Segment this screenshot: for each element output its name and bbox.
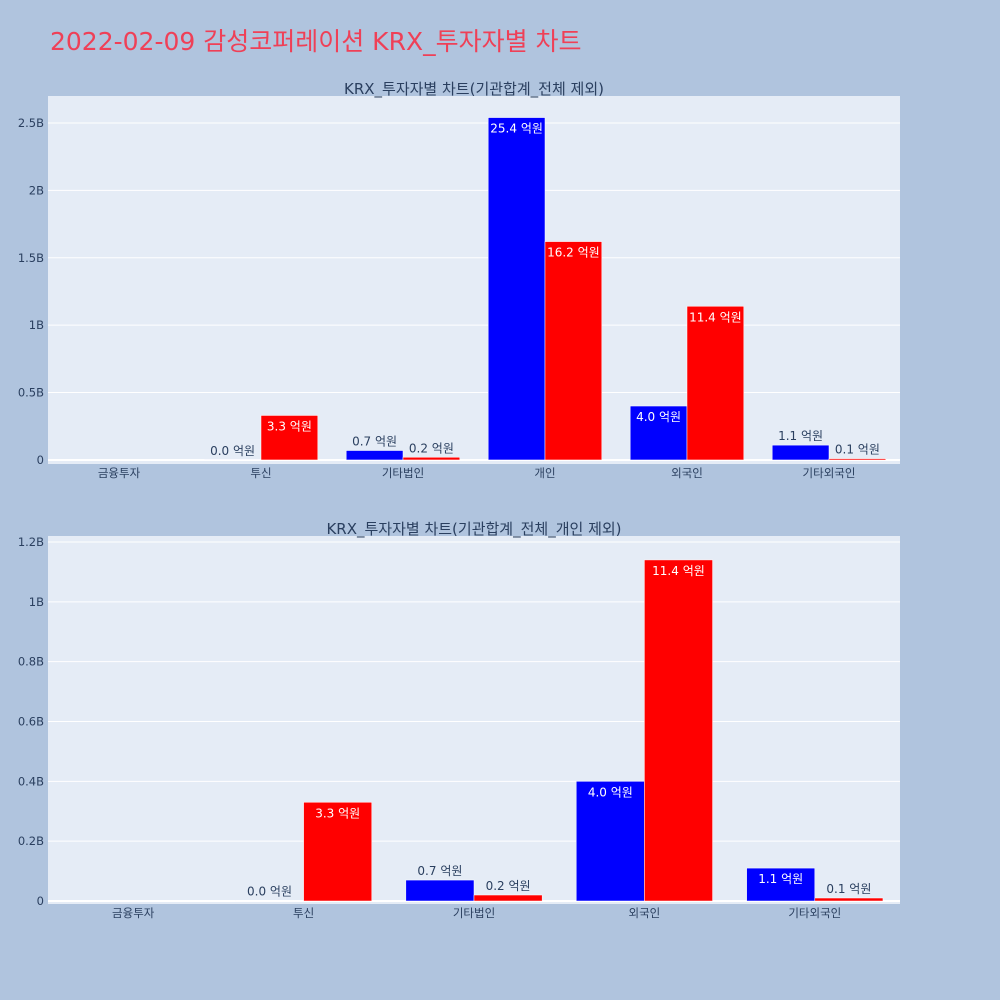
x-tick-label: 투신 <box>250 466 271 480</box>
data-label: 0.1 억원 <box>826 882 871 896</box>
data-label: 0.0 억원 <box>247 885 292 899</box>
bar-buy <box>746 867 816 902</box>
y-tick-label: 1B <box>29 595 44 609</box>
data-label: 11.4 억원 <box>689 310 742 324</box>
bar-sell <box>303 802 373 902</box>
chart-title-2: KRX_투자자별 차트(기관합계_전체_개인 제외) <box>326 520 621 539</box>
data-label: 16.2 억원 <box>547 246 600 260</box>
plot-area-1 <box>48 96 900 464</box>
page-title: 2022-02-09 감성코퍼레이션 KRX_투자자별 차트 <box>50 27 582 56</box>
y-tick-label: 0 <box>37 453 44 467</box>
bar-sell <box>402 457 461 461</box>
x-tick-label: 금융투자 <box>98 466 141 480</box>
data-label: 0.1 억원 <box>835 443 880 457</box>
bar-buy <box>487 117 546 461</box>
y-tick-label: 0.5B <box>18 386 44 400</box>
plot-area-2 <box>48 536 900 904</box>
y-tick-label: 0.8B <box>18 655 44 669</box>
bar-sell <box>814 897 884 902</box>
y-tick-label: 2B <box>29 183 44 197</box>
data-label: 0.2 억원 <box>486 879 531 893</box>
y-tick-label: 0.6B <box>18 714 44 728</box>
data-label: 3.3 억원 <box>315 806 360 820</box>
bar-buy <box>345 450 404 461</box>
bar-sell <box>644 559 713 902</box>
data-label: 0.0 억원 <box>210 444 255 458</box>
bar-sell <box>260 415 319 461</box>
bar-sell <box>544 241 603 461</box>
bar-buy <box>575 781 645 902</box>
data-label: 4.0 억원 <box>636 410 681 424</box>
y-tick-label: 2.5B <box>18 116 44 130</box>
x-tick-label: 기타외국인 <box>803 466 856 480</box>
x-tick-label: 개인 <box>534 466 555 480</box>
data-label: 11.4 억원 <box>652 564 705 578</box>
data-label: 0.2 억원 <box>409 441 454 455</box>
x-tick-label: 외국인 <box>629 906 661 920</box>
data-label: 4.0 억원 <box>588 785 633 799</box>
bar-buy <box>771 444 830 461</box>
x-tick-label: 기타법인 <box>382 466 424 480</box>
y-tick-label: 1.2B <box>18 535 44 549</box>
data-label: 25.4 억원 <box>490 122 543 136</box>
x-tick-label: 투신 <box>293 906 314 920</box>
data-label: 1.1 억원 <box>778 429 823 443</box>
data-label: 0.7 억원 <box>352 435 397 449</box>
x-tick-label: 기타외국인 <box>788 906 841 920</box>
x-tick-label: 금융투자 <box>112 906 155 920</box>
y-tick-label: 1B <box>29 318 44 332</box>
data-label: 0.7 억원 <box>417 864 462 878</box>
x-tick-label: 기타법인 <box>453 906 495 920</box>
bar-buy <box>629 405 688 461</box>
bar-sell <box>473 894 543 902</box>
bar-buy <box>405 879 475 902</box>
x-tick-label: 외국인 <box>671 466 703 480</box>
y-tick-label: 0.2B <box>18 834 44 848</box>
bar-sell <box>686 306 745 461</box>
data-label: 1.1 억원 <box>758 872 803 886</box>
y-tick-label: 1.5B <box>18 251 44 265</box>
chart-title-1: KRX_투자자별 차트(기관합계_전체 제외) <box>344 80 604 99</box>
data-label: 3.3 억원 <box>267 419 312 433</box>
y-tick-label: 0.4B <box>18 774 44 788</box>
bar-sell <box>828 458 887 461</box>
y-tick-label: 0 <box>37 894 44 908</box>
